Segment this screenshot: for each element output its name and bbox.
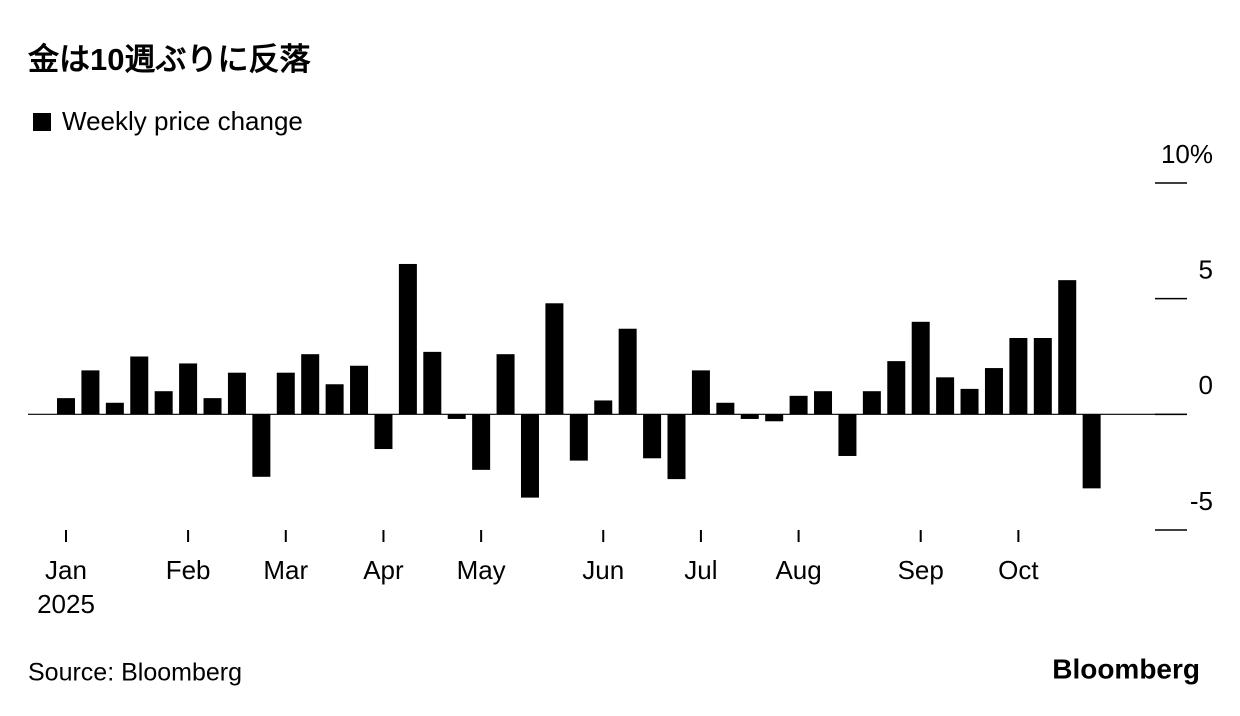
bar <box>227 372 246 415</box>
bar <box>81 370 100 415</box>
chart-title: 金は10週ぶりに反落 <box>27 42 311 77</box>
bar <box>130 356 149 415</box>
bar <box>911 321 930 415</box>
bar <box>667 414 686 480</box>
x-tick-label: Oct <box>998 555 1039 585</box>
bar <box>1058 280 1077 415</box>
bar <box>716 402 735 415</box>
y-tick-label: 10% <box>1161 139 1213 169</box>
y-tick-label: 5 <box>1199 255 1213 285</box>
bar <box>740 414 759 419</box>
bar <box>1082 414 1101 489</box>
bar <box>1009 337 1028 415</box>
bar <box>105 402 124 415</box>
bar <box>374 414 393 450</box>
bar <box>789 395 808 415</box>
x-tick-label: Apr <box>363 555 404 585</box>
legend-label: Weekly price change <box>62 106 303 136</box>
bar <box>325 384 344 415</box>
x-tick-label: Aug <box>775 555 821 585</box>
bar <box>301 354 320 415</box>
x-tick-label: Jan <box>45 555 87 585</box>
bar <box>472 414 491 470</box>
year-label: 2025 <box>37 589 95 619</box>
bar <box>594 400 613 415</box>
bar <box>57 398 75 415</box>
bar <box>252 414 271 477</box>
bar <box>545 303 564 415</box>
bar <box>520 414 539 498</box>
bar <box>814 391 833 415</box>
bar <box>1033 337 1052 415</box>
x-tick-label: May <box>457 555 506 585</box>
bar <box>984 368 1003 415</box>
bar <box>154 391 173 415</box>
bar <box>496 354 515 415</box>
brand-logo: Bloomberg <box>1052 653 1200 684</box>
x-tick-label: Jul <box>684 555 717 585</box>
bar <box>203 398 222 415</box>
bar <box>569 414 588 461</box>
bar <box>276 372 295 415</box>
source: Source: Bloomberg <box>28 659 242 687</box>
bar <box>691 370 710 415</box>
y-tick-label: 0 <box>1199 370 1213 400</box>
bar <box>765 414 784 422</box>
y-tick-label: -5 <box>1190 486 1213 516</box>
x-tick-label: Jun <box>582 555 624 585</box>
bar <box>936 377 955 415</box>
x-tick-label: Sep <box>898 555 944 585</box>
bar <box>862 391 881 415</box>
x-tick-label: Feb <box>166 555 211 585</box>
legend-swatch <box>33 113 51 131</box>
bar <box>423 351 442 415</box>
bar <box>447 414 466 419</box>
bar <box>887 361 906 415</box>
bar <box>960 388 979 415</box>
bar <box>838 414 857 456</box>
bar <box>398 263 417 415</box>
x-tick-label: Mar <box>263 555 308 585</box>
bar <box>179 363 198 415</box>
bar <box>350 365 369 415</box>
bar <box>618 328 637 415</box>
bar <box>643 414 662 459</box>
